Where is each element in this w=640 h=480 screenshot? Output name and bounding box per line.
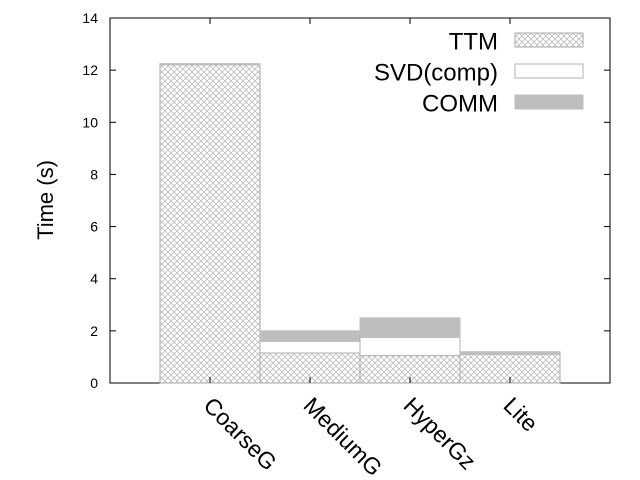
- legend-label-ttm: TTM: [449, 28, 498, 55]
- y-tick-label: 12: [82, 62, 98, 78]
- y-tick-label: 6: [90, 219, 98, 235]
- y-axis-label: Time (s): [33, 160, 58, 240]
- y-tick-label: 0: [90, 375, 98, 391]
- y-axis-ticks: 0 2 4 6 8 10 12 14: [82, 10, 610, 391]
- plot-area: 0 2 4 6 8 10 12 14: [82, 10, 611, 391]
- y-tick-label: 10: [82, 114, 98, 130]
- legend-label-svd-comp-: SVD(comp): [374, 59, 498, 86]
- bars: [159, 18, 561, 384]
- legend-swatch-comm: [514, 94, 584, 110]
- y-tick-label: 8: [90, 166, 98, 182]
- bar-segment-ttm-coarseg: [159, 64, 261, 384]
- y-tick-label: 14: [82, 10, 98, 26]
- bar-segment-comm-lite: [459, 351, 561, 355]
- legend-swatch-svd-comp-: [514, 63, 584, 79]
- legend-label-comm: COMM: [422, 90, 498, 117]
- bar-segment-comm-coarseg: [159, 63, 261, 66]
- legend-swatch-ttm: [514, 32, 584, 48]
- bar-segment-svd-comp--hypergz: [359, 336, 461, 357]
- legend: TTM SVD(comp) COMM: [374, 28, 584, 117]
- x-axis-category-labels: CoarseG MediumG HyperGz Lite: [199, 392, 544, 480]
- x-category-label: HyperGz: [399, 392, 482, 475]
- bar-segment-comm-mediumg: [259, 330, 361, 342]
- x-category-label: CoarseG: [199, 392, 282, 475]
- bar-segment-svd-comp--mediumg: [259, 340, 361, 354]
- bar-segment-comm-hypergz: [359, 317, 461, 338]
- y-tick-label: 2: [90, 323, 98, 339]
- x-category-label: MediumG: [299, 392, 388, 480]
- y-tick-label: 4: [90, 271, 98, 287]
- x-category-label: Lite: [499, 392, 544, 437]
